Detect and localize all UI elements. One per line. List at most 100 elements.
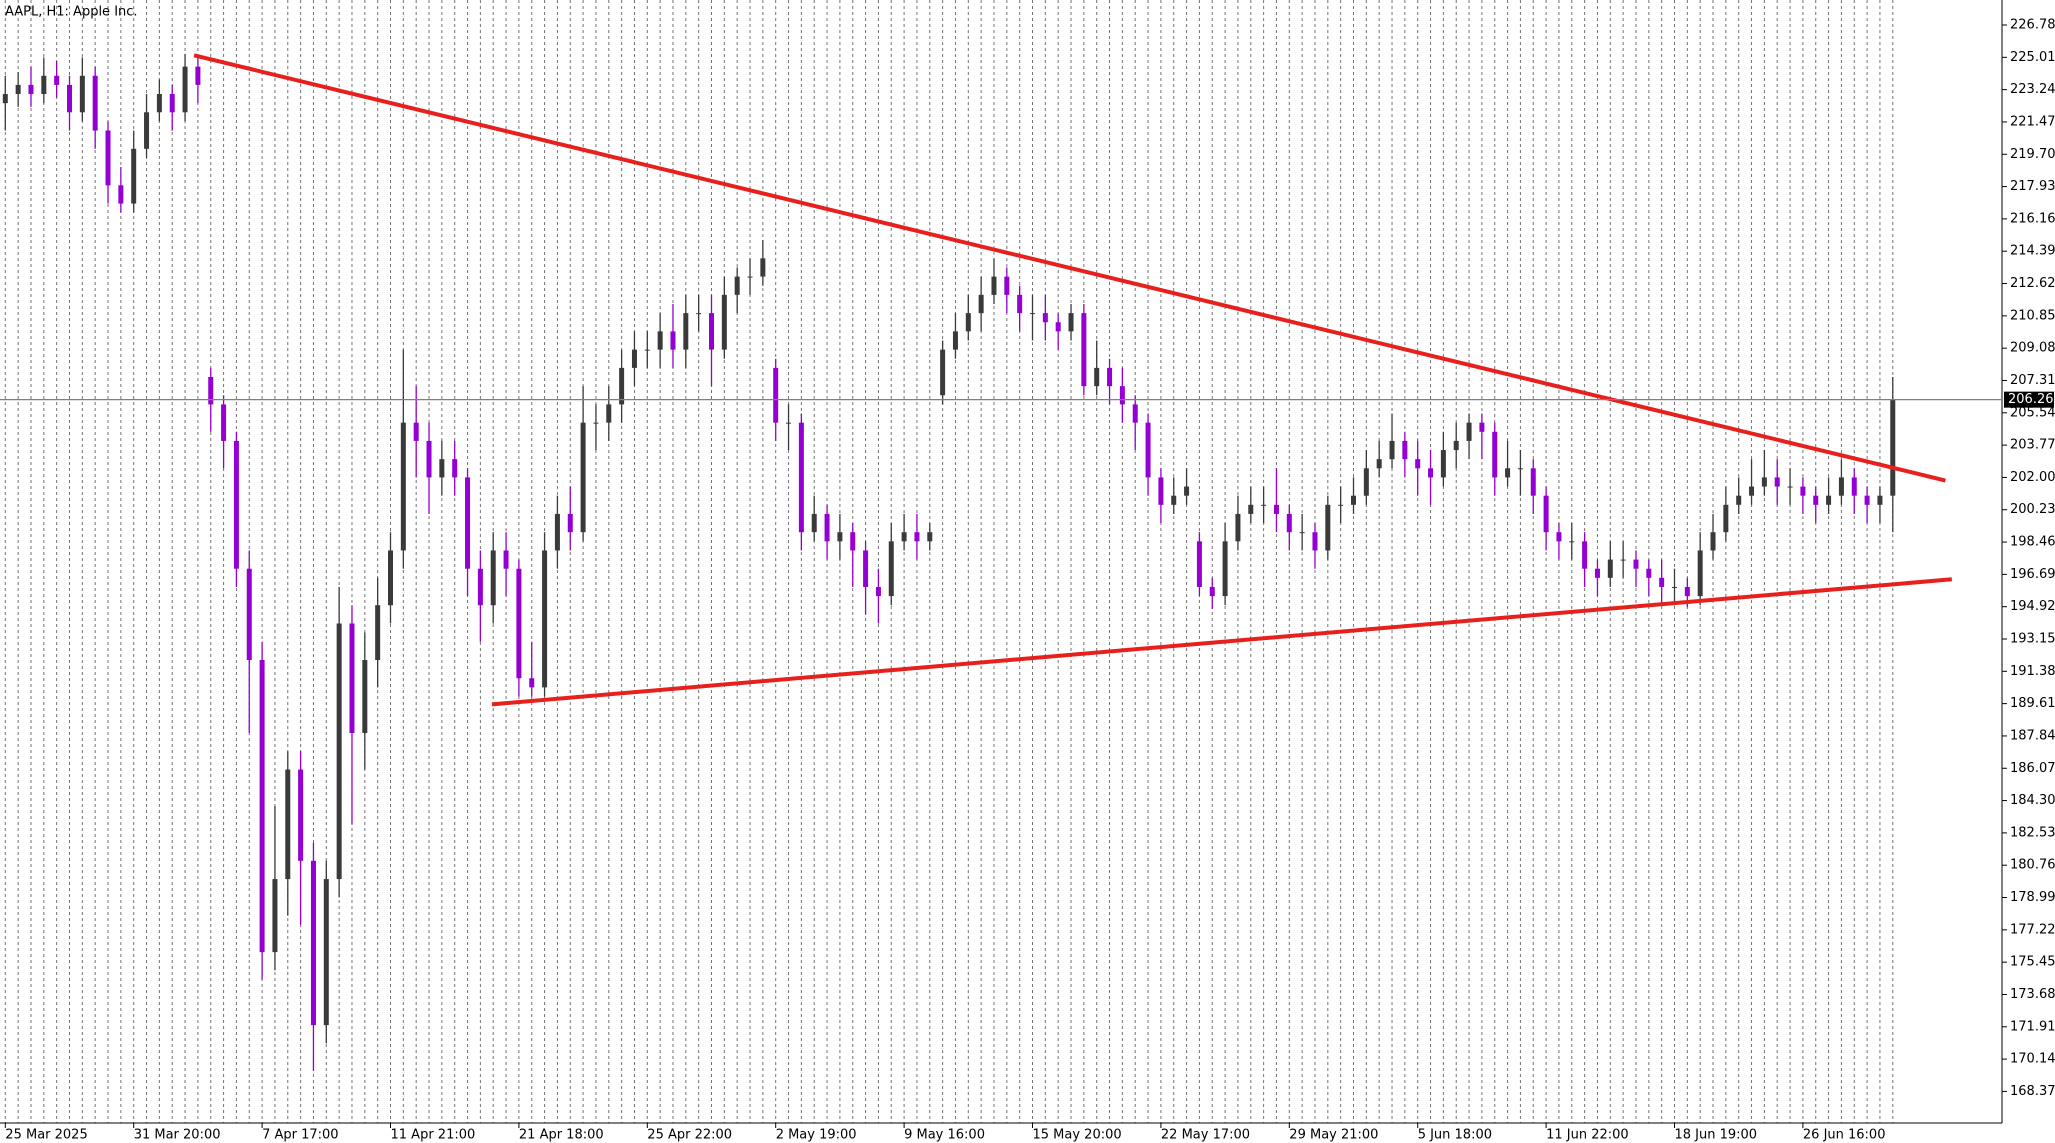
candle-body (1184, 486, 1190, 496)
y-tick-label: 196.69 (2010, 567, 2055, 582)
x-tick-label: 15 May 20:00 (1033, 1128, 1122, 1143)
y-tick-label: 191.38 (2010, 664, 2055, 679)
candle-body (901, 532, 907, 542)
candle-body (349, 623, 355, 734)
candle-body (1826, 495, 1832, 505)
candle-body (310, 860, 316, 1026)
candle-body (1556, 532, 1562, 542)
candle-body (606, 404, 612, 423)
y-tick-label: 178.99 (2010, 890, 2055, 905)
y-tick-label: 214.39 (2010, 244, 2055, 259)
candle-body (1261, 504, 1267, 506)
candle-body (233, 440, 239, 569)
candle-body (978, 294, 984, 314)
candle-body (1607, 559, 1613, 578)
candle-body (79, 75, 85, 113)
candle-body (15, 84, 21, 95)
candle-body (1222, 541, 1228, 597)
candle-body (2, 94, 8, 104)
candle-body (272, 879, 278, 953)
candle-body (1017, 294, 1023, 314)
candle-body (1107, 367, 1113, 387)
candle-body (1132, 404, 1138, 423)
x-tick-label: 25 Apr 22:00 (647, 1128, 732, 1143)
y-tick-label: 168.37 (2010, 1084, 2055, 1099)
y-tick-label: 194.92 (2010, 599, 2055, 614)
y-tick-label: 198.46 (2010, 535, 2055, 550)
candle-body (1196, 541, 1202, 587)
candle-body (1376, 459, 1382, 469)
candle-body (1453, 440, 1459, 451)
candle-body (1800, 486, 1806, 496)
candle-body (452, 459, 458, 478)
candle-body (1145, 422, 1151, 478)
candle-body (105, 130, 111, 186)
candle-body (1659, 577, 1665, 587)
candle-body (1530, 468, 1536, 496)
x-tick-label: 31 Mar 20:00 (134, 1128, 221, 1143)
candle-body (1171, 495, 1177, 505)
candle-body (837, 532, 843, 542)
x-tick-label: 7 Apr 17:00 (262, 1128, 339, 1143)
y-tick-label: 216.16 (2010, 211, 2055, 226)
candle-body (1030, 313, 1035, 315)
candle-body (1736, 495, 1742, 505)
candle-body (1761, 477, 1767, 487)
candle-body (696, 313, 702, 315)
candle-body (1466, 422, 1472, 441)
candle-body (92, 75, 98, 131)
candle-body (914, 532, 920, 542)
x-tick-label: 11 Apr 21:00 (391, 1128, 476, 1143)
candle-body (875, 586, 881, 597)
candle-body (631, 349, 637, 368)
candle-body (426, 440, 432, 478)
candle-body (1209, 586, 1215, 597)
candle-body (863, 550, 869, 587)
y-tick-label: 225.01 (2010, 50, 2055, 65)
candle-body (657, 331, 663, 350)
candle-body (41, 75, 47, 95)
candle-body (1299, 532, 1305, 534)
y-tick-label: 219.70 (2010, 147, 2055, 162)
candle-body (683, 313, 689, 350)
candle-body (1672, 586, 1677, 588)
y-tick-label: 187.84 (2010, 728, 2055, 743)
candle-body (1158, 477, 1164, 505)
candle-body (1684, 586, 1690, 597)
candle-body (1877, 495, 1883, 505)
candle-body (1838, 477, 1844, 496)
candle-body (786, 422, 792, 424)
candle-body (952, 331, 958, 350)
candle-body (1813, 495, 1819, 505)
candle-body (670, 331, 676, 350)
candle-body (709, 313, 714, 350)
candle-body (1646, 568, 1652, 578)
candle-body (580, 422, 586, 533)
candle-body (940, 349, 946, 396)
candle-body (131, 148, 137, 204)
candle-body (1363, 468, 1369, 496)
candle-body (1312, 532, 1318, 551)
x-tick-label: 25 Mar 2025 (5, 1128, 87, 1143)
candle-body (465, 477, 471, 569)
candle-body (1081, 313, 1087, 387)
y-tick-label: 189.61 (2010, 696, 2055, 711)
candle-body (734, 276, 740, 295)
candle-body (1248, 504, 1254, 514)
candle-body (1055, 322, 1061, 332)
candle-body (1338, 504, 1344, 506)
candle-body (1042, 313, 1048, 323)
y-tick-label: 171.91 (2010, 1019, 2055, 1034)
x-tick-label: 11 Jun 22:00 (1546, 1128, 1629, 1143)
candle-body (1479, 422, 1485, 432)
x-tick-label: 5 Jun 18:00 (1418, 1128, 1492, 1143)
candle-body (28, 84, 34, 95)
y-tick-label: 226.78 (2010, 18, 2055, 33)
trendline (193, 53, 1946, 483)
y-tick-label: 177.22 (2010, 922, 2055, 937)
x-tick-label: 18 Jun 19:00 (1675, 1128, 1758, 1143)
y-tick-label: 207.31 (2010, 373, 2055, 388)
candle-body (516, 568, 522, 679)
y-tick-label: 184.30 (2010, 793, 2055, 808)
